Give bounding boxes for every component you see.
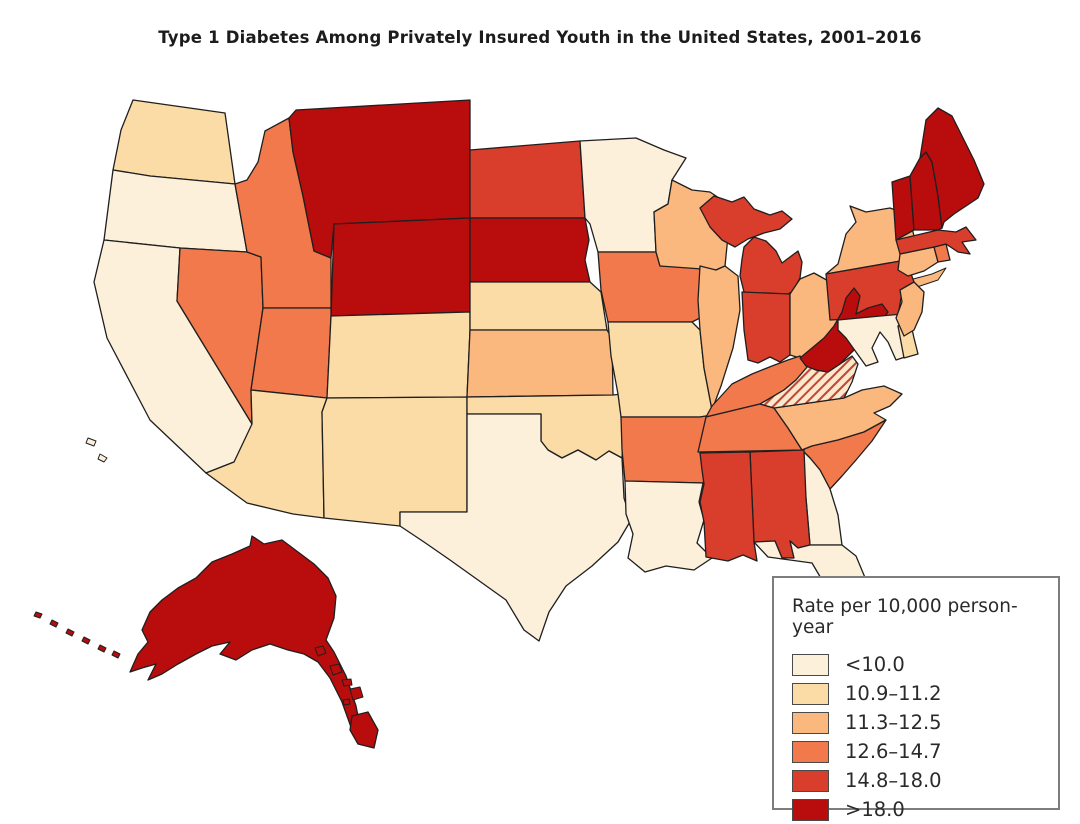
state-HI-oahu[interactable] [329,663,343,676]
state-HI-lanai[interactable] [342,698,351,706]
state-HI-molokai[interactable] [341,678,353,687]
state-NJ[interactable] [895,281,925,337]
legend-row: <10.0 [792,650,1058,679]
state-CA-island[interactable] [85,437,97,447]
state-LA[interactable] [624,480,713,573]
state-TX[interactable] [399,413,632,642]
state-HI-kauai[interactable] [314,645,327,657]
legend-label-class-4: 14.8–18.0 [845,769,942,792]
state-MA[interactable] [895,226,977,255]
state-MS[interactable] [699,451,758,562]
state-CO[interactable] [326,311,471,399]
legend-label-class-1: 10.9–11.2 [845,682,942,705]
state-UT[interactable] [250,307,332,399]
state-AK-aleutians[interactable] [111,650,121,659]
state-KS[interactable] [466,329,614,398]
state-MI-lower[interactable] [739,236,803,298]
state-WY[interactable] [330,217,471,317]
map-legend: Rate per 10,000 person-year <10.0 10.9–1… [772,576,1060,821]
state-MI-upper[interactable] [699,195,793,248]
state-WA[interactable] [112,99,236,185]
legend-title: Rate per 10,000 person-year [792,596,1018,638]
state-AK-aleutians[interactable] [33,611,43,619]
map-title: Type 1 Diabetes Among Privately Insured … [158,28,922,47]
legend-row: >18.0 [792,795,1058,824]
state-AK[interactable] [129,535,363,737]
legend-row: 10.9–11.2 [792,679,1058,708]
legend-label-class-0: <10.0 [845,653,905,676]
state-NE[interactable] [469,281,608,331]
state-IN[interactable] [741,291,791,364]
legend-row: 12.6–14.7 [792,737,1058,766]
state-AK-aleutians[interactable] [65,628,75,637]
state-IL[interactable] [697,265,741,411]
state-HI-big-island[interactable] [349,711,379,749]
state-ND[interactable] [469,140,586,219]
state-HI-maui[interactable] [349,686,364,701]
legend-swatch-class-4 [792,769,829,792]
legend-label-class-3: 12.6–14.7 [845,740,942,763]
legend-swatch-class-1 [792,682,829,705]
legend-swatch-class-2 [792,711,829,734]
legend-swatch-class-5 [792,798,829,821]
state-AK-aleutians[interactable] [81,636,91,645]
legend-row: 14.8–18.0 [792,766,1058,795]
legend-label-class-2: 11.3–12.5 [845,711,942,734]
state-MT[interactable] [288,99,471,259]
state-AK-aleutians[interactable] [97,644,107,653]
state-CA-island[interactable] [97,453,108,463]
state-ME[interactable] [919,107,985,229]
state-NM[interactable] [321,396,468,527]
legend-label-class-5: >18.0 [845,798,905,821]
legend-row: 11.3–12.5 [792,708,1058,737]
state-SD[interactable] [469,217,591,283]
legend-swatch-class-3 [792,740,829,763]
state-AK-aleutians[interactable] [49,619,59,628]
legend-swatch-class-0 [792,653,829,676]
